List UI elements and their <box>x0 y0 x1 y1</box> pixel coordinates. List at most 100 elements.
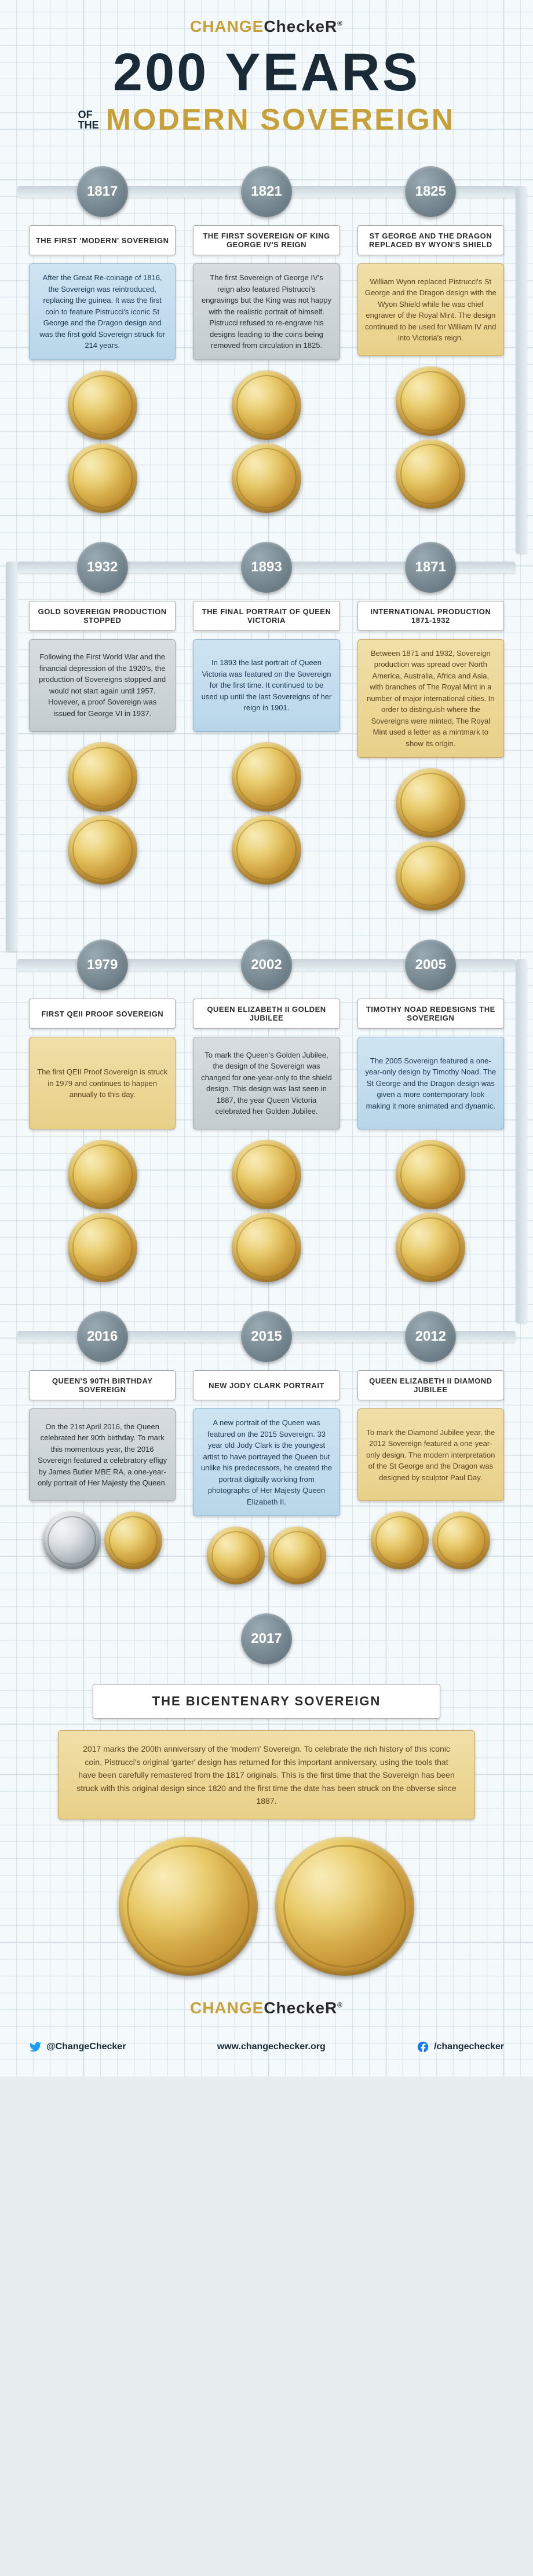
item-desc: To mark the Diamond Jubilee year, the 20… <box>357 1408 504 1501</box>
coin-icon <box>43 1511 101 1569</box>
timeline-item: 1979 FIRST QEII PROOF SOVEREIGN The first … <box>29 940 176 1282</box>
item-desc: Between 1871 and 1932, Sovereign product… <box>357 639 504 758</box>
coin-icon <box>68 1213 137 1282</box>
year-badge: 1821 <box>241 166 292 217</box>
timeline-row: 1817 THE FIRST 'MODERN' SOVEREIGN After th… <box>29 166 504 513</box>
year-badge: 2015 <box>241 1311 292 1362</box>
timeline-item: 1821 THE FIRST SOVEREIGN OF KING GEORGE I… <box>193 166 339 513</box>
facebook-link[interactable]: /changechecker <box>417 2041 504 2053</box>
item-desc: The 2005 Sovereign featured a one-year-o… <box>357 1037 504 1129</box>
item-desc: Following the First World War and the fi… <box>29 639 176 732</box>
headline-sub: MODERN SOVEREIGN <box>106 102 455 137</box>
item-coins <box>207 1526 326 1584</box>
logo-bottom: CHANGECheckeR® <box>29 1999 504 2017</box>
item-coins <box>68 370 137 513</box>
twitter-handle: @ChangeChecker <box>46 2042 126 2052</box>
item-title: NEW JODY CLARK PORTRAIT <box>193 1370 339 1400</box>
year-badge: 1932 <box>77 542 128 593</box>
item-coins <box>232 370 301 513</box>
item-coins <box>396 366 465 509</box>
coin-icon <box>396 1140 465 1209</box>
item-desc: In 1893 the last portrait of Queen Victo… <box>193 639 339 732</box>
timeline-item: 2015 NEW JODY CLARK PORTRAIT A new portrai… <box>193 1311 339 1584</box>
item-desc: To mark the Queen's Golden Jubilee, the … <box>193 1037 339 1129</box>
coin-icon <box>119 1837 258 1976</box>
year-badge-final: 2017 <box>241 1613 292 1664</box>
infographic-poster: CHANGECheckeR® 200 YEARS OF THE MODERN S… <box>0 0 533 2076</box>
item-title: GOLD SOVEREIGN PRODUCTION STOPPED <box>29 601 176 631</box>
coin-icon <box>232 1140 301 1209</box>
coin-icon <box>68 443 137 513</box>
coin-icon <box>396 366 465 436</box>
year-badge: 2016 <box>77 1311 128 1362</box>
item-title: THE FINAL PORTRAIT OF QUEEN VICTORIA <box>193 601 339 631</box>
item-title: QUEEN ELIZABETH II DIAMOND JUBILEE <box>357 1370 504 1400</box>
year-badge: 2005 <box>405 940 456 990</box>
facebook-icon <box>417 2041 429 2053</box>
brand-logo: CHANGECheckeR® <box>190 1999 343 2017</box>
item-coins <box>68 1140 137 1282</box>
twitter-icon <box>29 2041 42 2053</box>
timeline-row: 1932 GOLD SOVEREIGN PRODUCTION STOPPED Fol… <box>29 542 504 911</box>
coin-icon <box>396 1213 465 1282</box>
twitter-link[interactable]: @ChangeChecker <box>29 2041 126 2053</box>
headline: 200 YEARS OF THE MODERN SOVEREIGN <box>29 47 504 137</box>
timeline-row: 2016 QUEEN'S 90TH BIRTHDAY SOVEREIGN On th… <box>29 1311 504 1584</box>
coin-icon <box>275 1837 414 1976</box>
item-coins <box>68 742 137 885</box>
item-coins <box>232 1140 301 1282</box>
coin-icon <box>396 768 465 838</box>
item-title: INTERNATIONAL PRODUCTION 1871-1932 <box>357 601 504 631</box>
timeline-item: 2002QUEEN ELIZABETH II GOLDEN JUBILEETo … <box>193 940 339 1282</box>
brand-logo: CHANGECheckeR® <box>190 17 343 36</box>
timeline-item: 2005 TIMOTHY NOAD REDESIGNS THE SOVEREIGN… <box>357 940 504 1282</box>
coin-icon <box>396 841 465 911</box>
item-title: FIRST QEII PROOF SOVEREIGN <box>29 999 176 1029</box>
coin-icon <box>396 439 465 509</box>
coin-icon <box>371 1511 429 1569</box>
item-title: THE FIRST SOVEREIGN OF KING GEORGE IV'S … <box>193 225 339 255</box>
headline-main: 200 YEARS <box>29 47 504 98</box>
item-desc: A new portrait of the Queen was featured… <box>193 1408 339 1516</box>
brand-part2: CheckeR <box>264 1999 337 2017</box>
final-coins <box>29 1837 504 1976</box>
brand-part1: CHANGE <box>190 1999 264 2017</box>
facebook-handle: /changechecker <box>434 2042 504 2052</box>
coin-icon <box>432 1511 490 1569</box>
coin-icon <box>68 815 137 885</box>
footer-url[interactable]: www.changechecker.org <box>217 2042 326 2052</box>
timeline-item: 1871INTERNATIONAL PRODUCTION 1871-1932Be… <box>357 542 504 911</box>
item-coins <box>396 1140 465 1282</box>
timeline-item: 1817 THE FIRST 'MODERN' SOVEREIGN After th… <box>29 166 176 513</box>
coin-icon <box>232 815 301 885</box>
logo-top: CHANGECheckeR® <box>29 17 504 36</box>
coin-icon <box>232 1213 301 1282</box>
item-coins <box>396 768 465 911</box>
item-title: TIMOTHY NOAD REDESIGNS THE SOVEREIGN <box>357 999 504 1029</box>
coin-icon <box>232 370 301 440</box>
item-coins <box>43 1511 162 1569</box>
coin-icon <box>268 1526 326 1584</box>
year-badge: 2012 <box>405 1311 456 1362</box>
coin-icon <box>68 1140 137 1209</box>
coin-icon <box>232 742 301 812</box>
timeline-item: 2012 QUEEN ELIZABETH II DIAMOND JUBILEE To… <box>357 1311 504 1584</box>
timeline-item: 2016 QUEEN'S 90TH BIRTHDAY SOVEREIGN On th… <box>29 1311 176 1584</box>
final-title: THE BICENTENARY SOVEREIGN <box>93 1684 440 1719</box>
year-badge: 1979 <box>77 940 128 990</box>
item-desc: The first QEII Proof Sovereign is struck… <box>29 1037 176 1129</box>
item-coins <box>232 742 301 885</box>
timeline-item: 1893THE FINAL PORTRAIT OF QUEEN VICTORIA… <box>193 542 339 911</box>
final-desc: 2017 marks the 200th anniversary of the … <box>58 1730 475 1819</box>
timeline: 1817 THE FIRST 'MODERN' SOVEREIGN After th… <box>29 155 504 1584</box>
item-title: ST GEORGE AND THE DRAGON REPLACED BY WYO… <box>357 225 504 255</box>
coin-icon <box>207 1526 265 1584</box>
year-badge: 1817 <box>77 166 128 217</box>
item-desc: On the 21st April 2016, the Queen celebr… <box>29 1408 176 1501</box>
brand-part2: CheckeR <box>264 17 337 35</box>
item-desc: After the Great Re-coinage of 1816, the … <box>29 263 176 360</box>
item-title: THE FIRST 'MODERN' SOVEREIGN <box>29 225 176 255</box>
item-title: QUEEN'S 90TH BIRTHDAY SOVEREIGN <box>29 1370 176 1400</box>
item-title: QUEEN ELIZABETH II GOLDEN JUBILEE <box>193 999 339 1029</box>
timeline-item: 1825ST GEORGE AND THE DRAGON REPLACED BY… <box>357 166 504 513</box>
